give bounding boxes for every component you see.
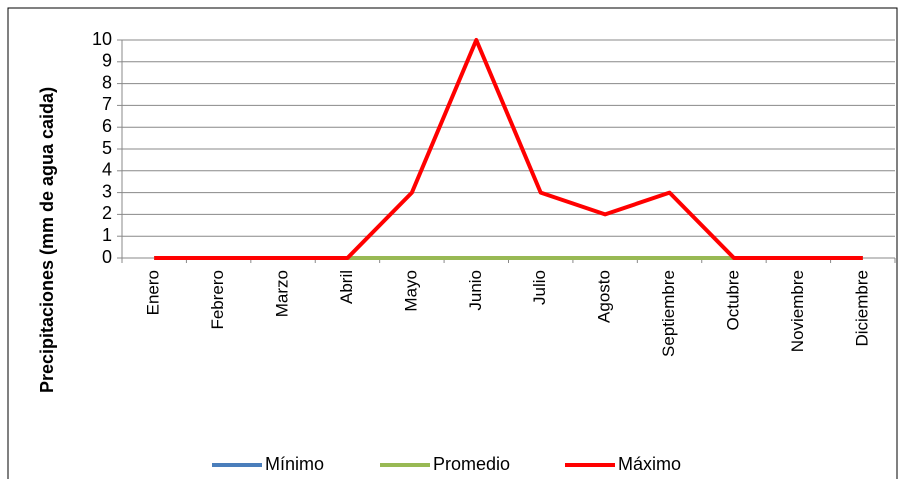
y-tick-label: 6	[102, 116, 112, 136]
y-tick-label: 0	[102, 247, 112, 267]
x-tick-label: Marzo	[273, 270, 292, 317]
x-tick-label: Noviembre	[788, 270, 807, 352]
x-tick-label: Octubre	[723, 270, 742, 330]
y-tick-label: 1	[102, 225, 112, 245]
chart-border	[7, 7, 898, 484]
y-tick-label: 10	[92, 29, 112, 49]
x-tick-label: Septiembre	[659, 270, 678, 357]
y-tick-label: 5	[102, 138, 112, 158]
x-tick-label: Abril	[337, 270, 356, 304]
x-tick-label: Julio	[530, 270, 549, 305]
x-tick-label: Diciembre	[852, 270, 871, 347]
x-tick-label: Mayo	[401, 270, 420, 312]
y-axis-label: Precipitaciones (mm de agua caida)	[37, 87, 57, 393]
y-tick-label: 2	[102, 203, 112, 223]
x-tick-label: Agosto	[595, 270, 614, 323]
legend-label: Máximo	[618, 454, 681, 474]
y-tick-label: 8	[102, 72, 112, 92]
legend-label: Mínimo	[265, 454, 324, 474]
y-tick-label: 4	[102, 160, 112, 180]
x-tick-label: Junio	[466, 270, 485, 311]
y-tick-label: 7	[102, 94, 112, 114]
x-tick-label: Enero	[144, 270, 163, 315]
y-tick-label: 9	[102, 51, 112, 71]
y-tick-label: 3	[102, 181, 112, 201]
data-line	[154, 38, 863, 260]
x-tick-label: Febrero	[208, 270, 227, 330]
legend-label: Promedio	[433, 454, 510, 474]
